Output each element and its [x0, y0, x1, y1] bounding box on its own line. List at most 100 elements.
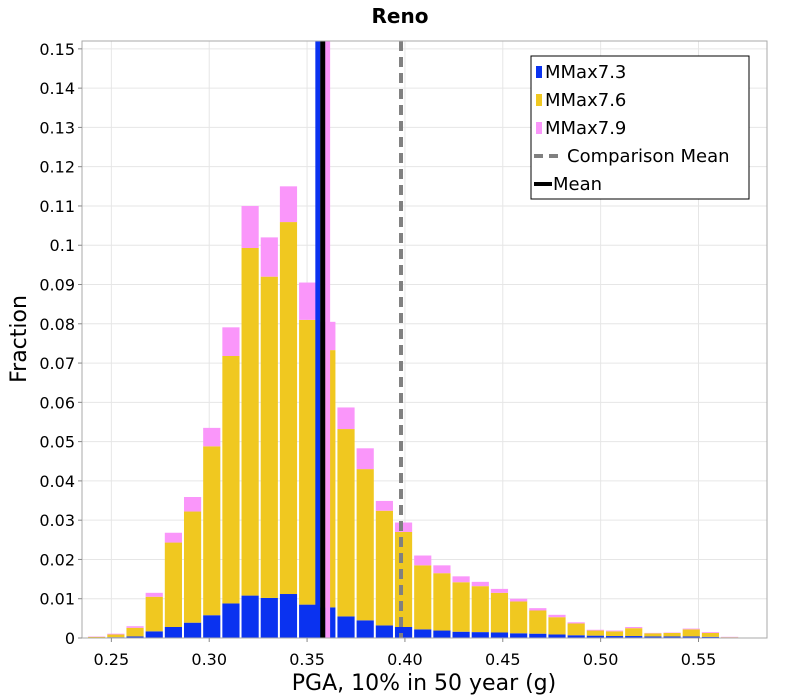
- bar-mmax7-3: [145, 631, 163, 638]
- bar-mmax7-3: [183, 622, 202, 638]
- plot-border: [81, 40, 768, 639]
- y-tick-label: 0.05: [39, 433, 75, 452]
- y-tick-label: 0.09: [39, 276, 75, 295]
- y-tick-label: 0.04: [39, 472, 75, 491]
- bar-mmax7-9: [586, 629, 604, 631]
- x-tick-label: 0.30: [191, 650, 227, 669]
- bar-mmax7-3: [356, 620, 374, 638]
- bar-mmax7-3: [644, 636, 662, 638]
- bar-mmax7-3: [375, 625, 393, 638]
- legend-item: Mean: [534, 174, 602, 195]
- legend-swatch: [536, 94, 542, 106]
- bar-mmax7-3: [394, 627, 413, 638]
- bar-mmax7-6: [548, 617, 566, 635]
- y-tick-label: 0.13: [39, 118, 75, 137]
- legend-label: Comparison Mean: [567, 146, 730, 167]
- bar-mmax7-9: [107, 633, 125, 635]
- bar-mmax7-9: [126, 626, 144, 628]
- bar-mmax7-6: [222, 355, 240, 604]
- bar-mmax7-3: [586, 635, 604, 638]
- bar-mmax7-9: [433, 565, 451, 574]
- bar-mmax7-3: [433, 630, 451, 638]
- bar-mmax7-6: [625, 628, 643, 637]
- bar-mmax7-9: [375, 500, 393, 511]
- bar-mmax7-6: [586, 630, 604, 636]
- y-tick-label: 0.07: [39, 354, 75, 373]
- bar-mmax7-6: [107, 634, 125, 638]
- bar-mmax7-6: [529, 610, 547, 634]
- y-tick-label: 0.02: [39, 550, 75, 569]
- bar-mmax7-9: [356, 448, 374, 470]
- legend: MMax7.3 MMax7.6 MMax7.9 Comparison Mean Mean: [530, 55, 750, 200]
- bar-mmax7-6: [471, 586, 489, 633]
- bar-mmax7-3: [682, 636, 700, 638]
- legend-label: Mean: [553, 174, 602, 195]
- bar-mmax7-3: [164, 627, 182, 638]
- bar-mmax7-3: [567, 635, 585, 638]
- bar-mmax7-9: [203, 427, 221, 447]
- bar-mmax7-6: [145, 596, 163, 632]
- bar-mmax7-6: [260, 276, 278, 598]
- bar-mmax7-9: [701, 632, 720, 633]
- legend-swatch: [536, 122, 542, 134]
- bar-mmax7-3: [701, 636, 720, 638]
- bar-mmax7-3: [452, 631, 470, 638]
- bar-mmax7-6: [299, 319, 317, 605]
- bar-mmax7-6: [663, 632, 681, 637]
- x-tick-label: 0.25: [94, 650, 130, 669]
- y-tick-label: 0.03: [39, 511, 75, 530]
- bar-mmax7-9: [529, 608, 547, 611]
- bar-mmax7-6: [644, 633, 662, 637]
- bar-mmax7-3: [548, 634, 566, 638]
- bar-mmax7-6: [183, 511, 202, 623]
- bar-mmax7-3: [260, 597, 278, 638]
- legend-label: MMax7.6: [545, 90, 626, 111]
- chart-title: Reno: [372, 4, 429, 28]
- y-tick-label: 0.06: [39, 393, 75, 412]
- bar-mmax7-9: [625, 627, 643, 629]
- y-tick-label: 0.11: [39, 197, 75, 216]
- bar-mmax7-3: [414, 629, 432, 638]
- bar-mmax7-9: [548, 614, 566, 618]
- bar-mmax7-6: [414, 565, 432, 630]
- y-tick-label: 0.01: [39, 590, 75, 609]
- bar-mmax7-9: [490, 588, 509, 593]
- y-axis-ticks: 0 0.01 0.02 0.03 0.04 0.05 0.06 0.07 0.08 0.09 0.1…: [39, 40, 82, 648]
- bar-mmax7-9: [337, 407, 355, 430]
- bar-mmax7-6: [356, 469, 374, 621]
- y-tick-label: 0.1: [50, 236, 75, 255]
- bar-mmax7-3: [299, 604, 317, 638]
- y-tick-label: 0.08: [39, 315, 75, 334]
- y-tick-label: 0.15: [39, 40, 75, 59]
- bar-mmax7-3: [625, 636, 643, 638]
- bar-mmax7-6: [433, 573, 451, 631]
- bar-mmax7-9: [682, 628, 700, 630]
- bar-mmax7-6: [452, 582, 470, 632]
- bar-mmax7-9: [183, 496, 202, 512]
- bar-mmax7-6: [164, 542, 182, 628]
- bar-mmax7-3: [663, 636, 681, 638]
- x-axis-ticks: 0.25 0.30 0.35 0.40 0.45 0.50 0.55: [94, 638, 716, 669]
- bar-mmax7-3: [337, 616, 355, 638]
- bar-mmax7-3: [126, 636, 144, 638]
- bar-mmax7-3: [222, 603, 240, 638]
- bar-mmax7-6: [490, 592, 509, 633]
- legend-item: MMax7.9: [536, 118, 626, 139]
- x-tick-label: 0.40: [387, 650, 423, 669]
- bar-mmax7-6: [279, 222, 298, 595]
- bar-mmax7-6: [203, 446, 221, 616]
- bar-mmax7-9: [145, 592, 163, 597]
- bar-mmax7-3: [203, 615, 221, 638]
- bar-mmax7-9: [510, 598, 528, 602]
- bar-mmax7-9: [222, 327, 240, 356]
- x-tick-label: 0.50: [583, 650, 619, 669]
- bar-mmax7-3: [279, 594, 298, 638]
- bar-mmax7-9: [299, 282, 317, 320]
- y-tick-label: 0: [65, 629, 75, 648]
- y-axis-title: Fraction: [7, 295, 32, 383]
- bar-mmax7-9: [164, 532, 182, 543]
- bar-mmax7-9: [471, 581, 489, 587]
- mean-lines-group: [315, 41, 404, 638]
- bar-mmax7-3: [510, 633, 528, 638]
- bar-mmax7-3: [529, 633, 547, 638]
